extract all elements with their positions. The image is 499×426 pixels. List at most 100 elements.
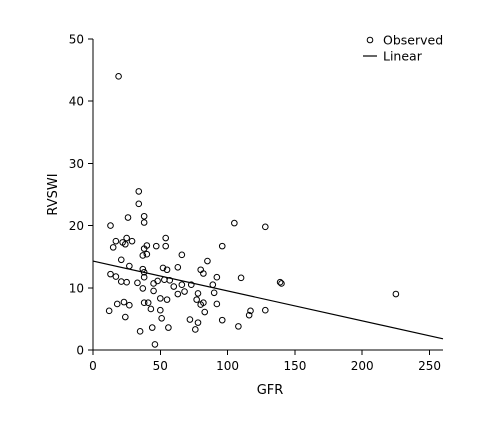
data-point — [200, 270, 207, 277]
data-point — [107, 270, 114, 278]
data-point — [112, 273, 120, 280]
data-point — [192, 326, 199, 333]
x-tick-label: 250 — [418, 359, 441, 373]
data-point — [158, 314, 165, 322]
data-point — [247, 307, 254, 315]
data-point — [174, 290, 182, 298]
legend-linear-label: Linear — [383, 49, 423, 64]
data-point — [122, 313, 129, 321]
axes: 0 50 100 150 200 250 0 10 20 30 40 50 — [69, 33, 443, 373]
data-point — [120, 298, 128, 306]
data-point — [112, 237, 120, 245]
legend: Observed Linear — [363, 33, 443, 64]
x-tick-label: 200 — [351, 359, 374, 373]
data-point — [115, 73, 122, 80]
data-point — [174, 263, 182, 271]
data-point — [237, 274, 245, 282]
data-point — [276, 278, 284, 286]
data-point — [262, 306, 269, 314]
data-point — [154, 277, 161, 285]
data-point — [218, 242, 226, 250]
data-point — [144, 299, 152, 307]
x-tick-label: 150 — [283, 359, 306, 373]
data-point — [126, 262, 133, 270]
data-point — [165, 324, 172, 331]
data-point — [262, 223, 269, 231]
data-point — [123, 278, 130, 286]
data-point — [163, 296, 171, 303]
y-ticks: 0 10 20 30 40 50 — [69, 33, 93, 358]
data-point — [178, 281, 186, 288]
data-point — [148, 324, 156, 331]
data-point — [128, 237, 136, 245]
data-point — [204, 257, 211, 265]
data-point — [123, 234, 130, 242]
data-point — [201, 308, 209, 316]
data-point — [113, 300, 121, 308]
data-point — [109, 244, 117, 251]
x-axis-title: GFR — [257, 383, 284, 398]
data-point — [157, 295, 164, 302]
data-point — [140, 273, 148, 281]
data-point — [117, 256, 125, 264]
data-point — [147, 305, 155, 313]
data-point — [235, 323, 242, 330]
data-point — [134, 279, 141, 287]
data-point — [163, 266, 171, 274]
data-point — [278, 280, 285, 287]
data-point — [178, 251, 186, 259]
y-tick-label: 20 — [69, 219, 84, 233]
data-point — [140, 219, 148, 226]
data-point — [213, 300, 221, 308]
y-tick-label: 0 — [76, 344, 84, 358]
data-point — [135, 200, 143, 208]
x-tick-label: 0 — [89, 359, 97, 373]
data-point — [392, 290, 400, 298]
data-point — [231, 219, 238, 227]
data-point — [143, 250, 151, 258]
data-point — [136, 328, 144, 335]
data-point — [194, 290, 202, 297]
x-ticks: 0 50 100 150 200 250 — [89, 350, 441, 373]
data-point — [193, 296, 200, 303]
data-point — [140, 212, 148, 220]
data-point — [157, 306, 164, 314]
data-point — [210, 289, 218, 297]
x-tick-label: 100 — [216, 359, 239, 373]
legend-observed-marker — [366, 36, 374, 44]
data-point — [186, 316, 194, 323]
data-point — [162, 234, 169, 242]
data-point — [150, 287, 157, 295]
data-point — [245, 311, 253, 319]
legend-observed-label: Observed — [383, 33, 443, 48]
data-point — [122, 240, 129, 248]
y-tick-label: 40 — [69, 95, 84, 109]
data-point — [124, 214, 132, 221]
data-point — [140, 299, 148, 307]
y-tick-label: 30 — [69, 157, 84, 171]
data-point — [218, 316, 226, 324]
data-point — [139, 252, 147, 259]
data-point — [107, 222, 114, 229]
x-tick-label: 50 — [153, 359, 168, 373]
data-point — [126, 301, 133, 309]
y-axis-title: RVSWI — [46, 173, 61, 215]
y-tick-label: 10 — [69, 281, 84, 295]
data-point — [159, 264, 167, 272]
data-point — [181, 288, 188, 295]
linear-fit-line — [92, 260, 444, 340]
data-point — [170, 283, 178, 290]
data-point — [162, 242, 169, 250]
data-point — [140, 245, 148, 252]
data-point — [213, 273, 221, 281]
data-point — [117, 278, 125, 285]
data-point — [194, 319, 202, 326]
y-tick-label: 50 — [69, 33, 84, 47]
data-point — [152, 242, 160, 250]
observed-points — [105, 73, 400, 348]
data-point — [187, 281, 195, 288]
data-point — [139, 285, 147, 292]
data-point — [105, 307, 113, 315]
data-point — [197, 301, 204, 308]
